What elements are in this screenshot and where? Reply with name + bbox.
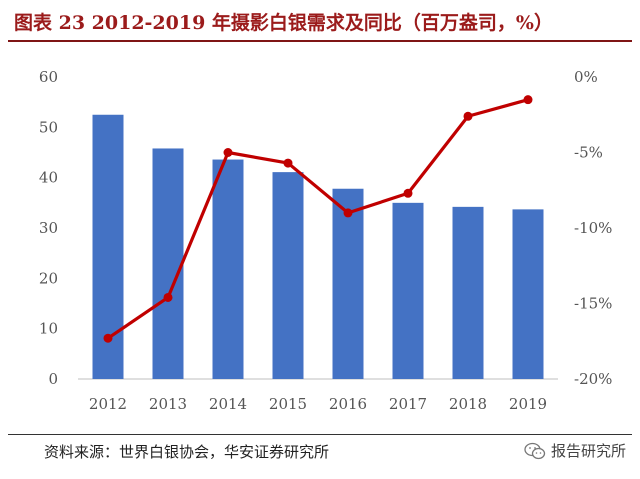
right-tick-label: -10% <box>574 219 612 237</box>
line-point <box>403 188 413 198</box>
line-point <box>223 148 233 157</box>
line-point <box>283 158 293 168</box>
right-tick-label: -15% <box>574 295 612 313</box>
left-tick-label: 20 <box>39 269 58 287</box>
line-series <box>103 95 533 343</box>
right-axis: 0% -5% -10% -15% -20% <box>574 68 612 388</box>
x-tick-label: 2014 <box>209 395 247 413</box>
wechat-icon <box>524 442 546 459</box>
right-tick-label: 0% <box>574 68 598 86</box>
right-tick-label: -20% <box>574 370 612 388</box>
line-point <box>163 292 173 302</box>
line-point <box>523 95 533 105</box>
x-tick-label: 2013 <box>149 395 187 413</box>
x-tick-label: 2019 <box>509 395 547 413</box>
brand: 报告研究所 <box>524 440 626 461</box>
x-tick-label: 2018 <box>449 395 487 413</box>
bar <box>452 206 484 379</box>
bar <box>332 188 364 379</box>
bar <box>512 209 544 379</box>
line-point <box>463 111 473 121</box>
line-point <box>343 208 353 218</box>
left-tick-label: 40 <box>39 169 58 187</box>
line-point <box>103 333 113 343</box>
title-divider <box>8 40 632 42</box>
x-axis: 2012 2013 2014 2015 2016 2017 2018 2019 <box>89 395 547 413</box>
footer-divider <box>8 434 632 435</box>
bar-series <box>92 114 544 379</box>
bar <box>392 202 424 379</box>
left-tick-label: 10 <box>39 320 58 338</box>
chart-title: 图表 23 2012-2019 年摄影白银需求及同比（百万盎司，%） <box>14 12 553 34</box>
bar <box>272 172 304 379</box>
x-tick-label: 2015 <box>269 395 307 413</box>
x-tick-label: 2012 <box>89 395 127 413</box>
left-tick-label: 60 <box>39 68 58 86</box>
bar <box>152 148 184 379</box>
bar <box>212 159 244 379</box>
line-path <box>107 98 529 340</box>
left-tick-label: 30 <box>39 219 58 237</box>
left-tick-label: 0 <box>48 370 58 388</box>
x-tick-label: 2016 <box>329 395 367 413</box>
x-tick-label: 2017 <box>389 395 427 413</box>
brand-label: 报告研究所 <box>550 442 626 460</box>
left-tick-label: 50 <box>39 118 58 136</box>
left-axis: 0 10 20 30 40 50 60 <box>39 68 58 388</box>
right-tick-label: -5% <box>574 144 603 162</box>
source-note: 资料来源：世界白银协会，华安证券研究所 <box>44 443 330 461</box>
